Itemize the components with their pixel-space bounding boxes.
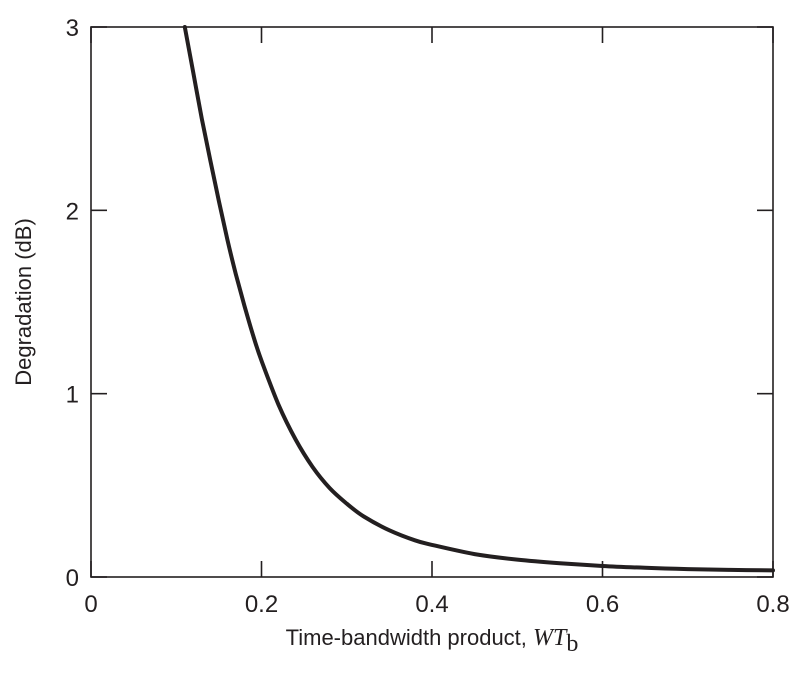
x-tick-label: 0 bbox=[84, 591, 97, 618]
y-axis-title: Degradation (dB) bbox=[11, 218, 36, 386]
x-tick-label: 0.2 bbox=[245, 591, 278, 618]
x-axis-ticks bbox=[90, 27, 774, 577]
y-axis-tick-labels: 0 1 2 3 bbox=[66, 15, 79, 592]
x-tick-label: 0.6 bbox=[586, 591, 619, 618]
x-tick-label: 0.8 bbox=[756, 591, 789, 618]
y-tick-label: 0 bbox=[66, 565, 79, 592]
y-tick-label: 3 bbox=[66, 15, 79, 42]
plot-frame bbox=[90, 26, 774, 578]
x-axis-tick-labels: 0 0.2 0.4 0.6 0.8 bbox=[84, 591, 789, 618]
x-axis-title-variable: WT bbox=[533, 625, 568, 651]
y-tick-label: 1 bbox=[66, 382, 79, 409]
x-axis-title: Time-bandwidth product, WTb bbox=[286, 625, 579, 657]
x-tick-label: 0.4 bbox=[415, 591, 448, 618]
degradation-curve bbox=[182, 25, 775, 573]
x-axis-title-subscript: b bbox=[566, 631, 578, 657]
y-tick-label: 2 bbox=[66, 198, 79, 225]
y-axis-ticks bbox=[91, 26, 773, 578]
x-axis-title-text: Time-bandwidth product, bbox=[286, 625, 533, 650]
